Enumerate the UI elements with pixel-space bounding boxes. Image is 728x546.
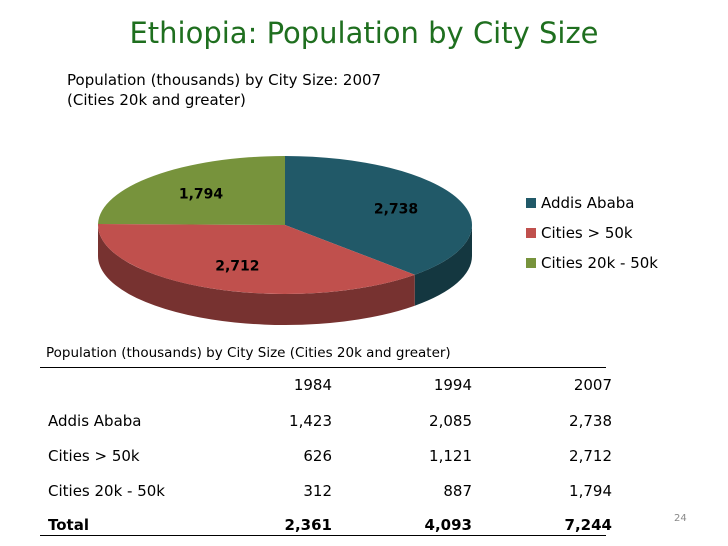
pie-slice-1 — [97, 223, 415, 294]
table-total-cell: Total — [48, 516, 89, 534]
table-cell: Cities > 50k — [48, 446, 140, 465]
legend-swatch-1 — [526, 228, 536, 238]
table-row: Cities 20k - 50k 312 887 1,794 — [40, 473, 612, 508]
table-cell: Cities 20k - 50k — [48, 481, 165, 500]
page-number: 24 — [674, 513, 687, 524]
table-total-cell: 7,244 — [564, 516, 612, 534]
table-cell: Addis Ababa — [48, 411, 142, 430]
table-header-cell — [40, 367, 228, 403]
slide-title: Ethiopia: Population by City Size — [129, 16, 599, 50]
population-table: 1984 1994 2007 Addis Ababa 1,423 2,085 2… — [40, 367, 612, 542]
legend-item: Cities > 50k — [526, 218, 658, 248]
table-cell: 2,712 — [569, 446, 612, 465]
table-total-cell: 2,361 — [284, 516, 332, 534]
table-cell: 2,085 — [429, 411, 472, 430]
chart-title-line1: Population (thousands) by City Size: 200… — [67, 71, 382, 89]
pie-side-1 — [98, 225, 415, 325]
table-cell: 2,738 — [569, 411, 612, 430]
chart-title: Population (thousands) by City Size: 200… — [67, 70, 381, 110]
legend-label: Cities > 50k — [541, 224, 633, 242]
legend-label: Cities 20k - 50k — [541, 254, 658, 272]
table-total-row: Total 2,361 4,093 7,244 — [40, 508, 612, 542]
table-total-cell: 4,093 — [424, 516, 472, 534]
legend-item: Cities 20k - 50k — [526, 248, 658, 278]
pie-side-0 — [414, 225, 472, 306]
table-cell: 1,121 — [429, 446, 472, 465]
table-cell: 312 — [303, 481, 332, 500]
pie-labels: 2,738 2,712 1,794 — [179, 187, 418, 275]
pie-slice-0 — [285, 156, 472, 275]
table-cell: 887 — [443, 481, 472, 500]
table-row: Cities > 50k 626 1,121 2,712 — [40, 438, 612, 473]
pie-value-label: 2,738 — [374, 201, 418, 217]
table-top-rule — [40, 367, 606, 368]
table-cell: 1,794 — [569, 481, 612, 500]
table-bottom-rule — [40, 535, 606, 536]
chart-title-line2: (Cities 20k and greater) — [67, 91, 246, 109]
legend-item: Addis Ababa — [526, 188, 658, 218]
chart-legend: Addis Ababa Cities > 50k Cities 20k - 50… — [526, 188, 658, 278]
table-header-row: 1984 1994 2007 — [40, 367, 612, 403]
legend-swatch-2 — [526, 258, 536, 268]
pie-sides — [98, 225, 472, 325]
table-row: Addis Ababa 1,423 2,085 2,738 — [40, 403, 612, 438]
pie-value-label: 2,712 — [215, 259, 259, 275]
table-caption: Population (thousands) by City Size (Cit… — [46, 345, 451, 361]
table-header-cell: 1994 — [433, 376, 472, 394]
pie-tops — [97, 156, 472, 294]
table-cell: 1,423 — [289, 411, 332, 430]
legend-swatch-0 — [526, 198, 536, 208]
table-header-cell: 2007 — [573, 376, 612, 394]
table-cell: 626 — [303, 446, 332, 465]
pie-slice-2 — [98, 156, 285, 225]
legend-label: Addis Ababa — [541, 194, 635, 212]
pie-value-label: 1,794 — [179, 187, 224, 203]
table-header-cell: 1984 — [293, 376, 332, 394]
